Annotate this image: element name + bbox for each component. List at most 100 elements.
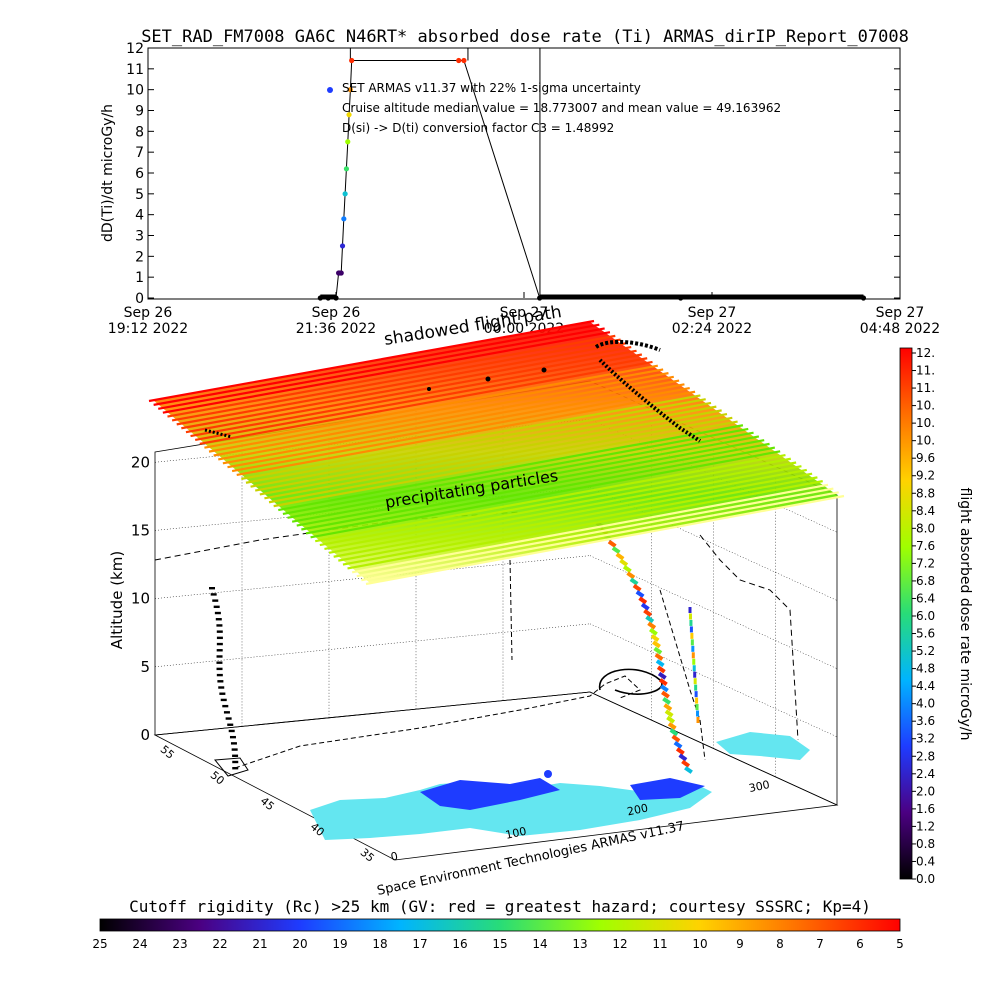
flight-path-segment	[663, 703, 673, 712]
flight-path-segment	[611, 546, 621, 555]
floor	[153, 691, 839, 861]
surface-stripe	[148, 319, 595, 403]
flight-path-segment	[650, 634, 660, 643]
surface-stripe	[245, 398, 706, 484]
surface-stripe	[171, 338, 621, 422]
colorbar-tick-label: 5.6	[916, 627, 935, 641]
ascent-marker	[216, 661, 223, 664]
flight-path-segment	[673, 740, 683, 749]
surface-stripe	[250, 401, 712, 488]
flight-path-descent	[693, 671, 697, 678]
ascent-marker	[210, 593, 217, 596]
flight-path-segment	[657, 671, 667, 680]
rigidity-tick-label: 14	[532, 937, 547, 951]
series-point	[339, 243, 346, 249]
floor-map	[214, 732, 810, 840]
altitude-3d-panel: shadowed flight path precipitating parti…	[108, 302, 845, 899]
colorbar-tick-label: 9.2	[916, 469, 935, 483]
ascent-marker	[217, 680, 224, 683]
rigidity-tick-label: 17	[412, 937, 427, 951]
flight-path-segment	[640, 602, 650, 611]
surface-stripe	[324, 461, 797, 551]
flight-path-descent	[694, 691, 698, 698]
rigidity-tick-label: 20	[292, 937, 307, 951]
y-tick-label: 6	[135, 166, 144, 182]
x-tick-date: Sep 26	[312, 305, 361, 321]
surface-stripe	[254, 405, 717, 492]
surface-stripe	[305, 446, 776, 535]
rigidity-bar	[99, 918, 901, 932]
ascent-marker	[231, 748, 238, 751]
surface-stripe	[365, 494, 845, 586]
flight-path-segment	[622, 565, 632, 573]
x-tick-time: 21:36 2022	[296, 321, 376, 337]
surface-track-main	[598, 358, 702, 443]
rigidity-tick-label: 15	[492, 937, 507, 951]
flight-path-descent	[688, 607, 692, 613]
legend-marker	[327, 87, 333, 93]
y-tick-label: 1	[135, 270, 144, 286]
y-tick-label: 11	[126, 62, 144, 78]
surface-stripe	[291, 435, 760, 523]
colorbar-tick-label: 12.	[916, 346, 935, 360]
surface-track-left	[204, 428, 233, 439]
surface-stripe	[301, 442, 770, 531]
colorbar-tick-label: 10.	[916, 434, 935, 448]
flight-path-descent	[692, 665, 696, 672]
surface-flight-tracks	[204, 339, 702, 443]
flight-path-descent	[696, 710, 700, 717]
surface-track-arc	[594, 339, 661, 352]
surface-dot-3	[427, 387, 431, 391]
rigidity-tick-label: 16	[452, 937, 467, 951]
colorbar-tick-label: 7.6	[916, 539, 935, 553]
colorbar-tick-label: 1.6	[916, 802, 935, 816]
longitude-tick-label: 0	[389, 849, 399, 863]
flight-path-segment	[649, 627, 658, 636]
annotation-cruise-altitude: Cruise altitude median value = 18.773007…	[342, 101, 781, 115]
colorbar-tick-label: 4.0	[916, 697, 935, 711]
rigidity-title: Cutoff rigidity (Rc) >25 km (GV: red = g…	[129, 897, 871, 916]
surface-dot-2	[541, 367, 547, 373]
surface-stripe	[227, 383, 685, 469]
series-point	[338, 270, 344, 276]
altitude-ticks: 0 5 10 15 20	[131, 453, 150, 744]
y-tick-label: 2	[135, 249, 144, 265]
colorbar-tick-label: 6.8	[916, 574, 935, 588]
flight-path-segment	[626, 571, 636, 580]
rigidity-tick-label: 24	[132, 937, 147, 951]
colorbar-tick-label: 2.4	[916, 767, 935, 781]
flight-path-descent	[691, 652, 695, 659]
rigidity-tick-label: 19	[332, 937, 347, 951]
grid-line-left	[154, 487, 591, 531]
colorbar-ticks: 0.0 0.4 0.8 1.2 1.6 2.0 2.4 2.8 3.2 3.6 4.0 4.4 4.8 5…	[912, 346, 935, 886]
surface-stripe	[264, 413, 728, 500]
rigidity-tick-label: 8	[776, 937, 784, 951]
flight-path-descent	[694, 684, 698, 691]
map-land-europe	[310, 782, 712, 840]
flight-path-segment	[667, 722, 677, 730]
surface-stripe	[342, 476, 818, 566]
y-tick-label: 8	[135, 124, 144, 140]
surface-stripe	[347, 480, 823, 570]
altitude-axis-label: Altitude (km)	[108, 551, 126, 649]
flight-path-descent	[692, 658, 696, 665]
flight-path-segment	[678, 753, 688, 762]
ascent-marker	[209, 587, 215, 590]
surface-stripe	[278, 424, 744, 512]
surface-stripe	[181, 345, 632, 430]
surface-stripe	[268, 416, 733, 504]
map-island	[544, 770, 552, 778]
colorbar-tick-label: 3.2	[916, 732, 935, 746]
flight-path-segment	[647, 621, 657, 630]
surface-stripe	[319, 457, 792, 547]
rigidity-tick-label: 10	[692, 937, 707, 951]
surface-stripe	[241, 394, 701, 480]
colorbar-tick-label: 10.	[916, 399, 935, 413]
grid-line-left	[154, 623, 591, 668]
ascent-marker	[218, 686, 225, 689]
altitude-tick-label: 5	[140, 658, 150, 676]
colorbar-tick-label: 8.0	[916, 521, 935, 535]
flight-path-descent	[696, 717, 700, 723]
flight-path-segment	[638, 596, 648, 605]
cutoff-rigidity-colorbar: Cutoff rigidity (Rc) >25 km (GV: red = g…	[92, 897, 903, 951]
